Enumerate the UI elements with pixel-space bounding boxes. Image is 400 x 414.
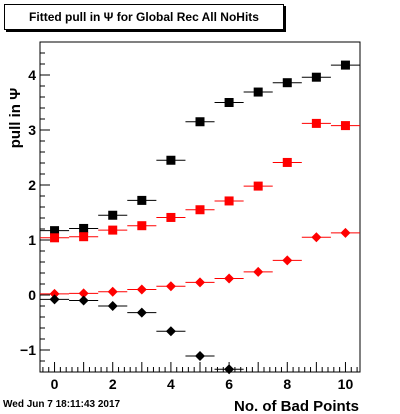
x-axis-label: No. of Bad Points xyxy=(234,398,359,414)
x-tick-label: 4 xyxy=(167,376,175,392)
x-tick-label: 6 xyxy=(225,376,233,392)
data-point xyxy=(282,255,293,266)
x-tick-label: 0 xyxy=(51,376,59,392)
data-point xyxy=(49,288,60,299)
data-point xyxy=(224,364,235,375)
series-1 xyxy=(40,60,360,236)
series-2 xyxy=(40,118,360,243)
chart-title: Fitted pull in Ψ for Global Rec All NoHi… xyxy=(4,4,284,30)
data-point xyxy=(165,281,176,292)
y-axis-label: pull in Ψ xyxy=(7,88,24,148)
data-point xyxy=(253,181,263,191)
data-point xyxy=(79,232,89,242)
series-3 xyxy=(40,227,360,299)
x-tick-label: 10 xyxy=(338,376,354,392)
data-point xyxy=(137,221,147,231)
data-point xyxy=(340,60,350,70)
data-point xyxy=(137,195,147,205)
data-point xyxy=(107,301,118,311)
data-point xyxy=(49,294,60,305)
data-point xyxy=(340,227,351,238)
data-point xyxy=(253,87,263,97)
y-tick-label: 3 xyxy=(28,122,36,138)
data-point xyxy=(224,273,235,284)
data-point xyxy=(78,295,89,306)
data-point xyxy=(166,155,176,165)
data-point xyxy=(166,212,176,222)
data-point xyxy=(282,157,292,167)
data-point xyxy=(224,98,234,107)
data-point xyxy=(136,284,147,295)
data-point xyxy=(311,118,321,128)
data-point xyxy=(50,233,60,243)
series-4 xyxy=(40,294,244,375)
timestamp: Wed Jun 7 18:11:43 2017 xyxy=(3,399,121,410)
data-point xyxy=(195,205,205,215)
y-tick-label: 1 xyxy=(28,232,36,248)
y-tick-label: −1 xyxy=(20,342,36,358)
y-tick-label: 0 xyxy=(28,287,36,303)
data-point xyxy=(253,266,264,277)
data-point xyxy=(311,232,322,243)
data-point xyxy=(108,225,118,235)
data-point xyxy=(165,326,176,337)
data-marks xyxy=(40,60,360,375)
data-point xyxy=(195,277,205,288)
data-point xyxy=(136,307,147,318)
data-point xyxy=(78,288,89,299)
data-point xyxy=(282,78,292,88)
data-point xyxy=(195,351,205,362)
data-point xyxy=(195,117,205,127)
data-point xyxy=(79,223,89,233)
x-tick-label: 2 xyxy=(109,376,117,392)
data-point xyxy=(108,210,118,220)
data-point xyxy=(311,72,321,82)
data-point xyxy=(50,226,60,236)
data-point xyxy=(107,286,118,297)
axes: 0 2 4 6 8 10 −1 0 1 2 3 4 xyxy=(20,41,358,392)
data-point xyxy=(224,196,234,206)
x-tick-label: 8 xyxy=(283,376,291,392)
y-tick-label: 4 xyxy=(28,67,36,83)
data-point xyxy=(340,121,350,131)
y-tick-label: 2 xyxy=(28,177,36,193)
